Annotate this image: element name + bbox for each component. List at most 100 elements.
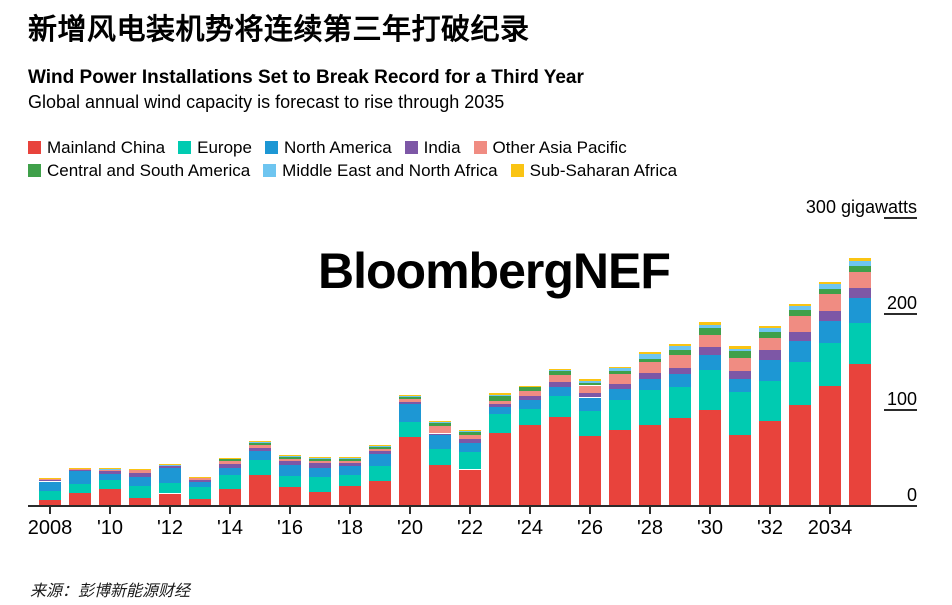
bar-segment-central-south-america-2028 bbox=[639, 358, 661, 363]
bar-segment-middle-east-north-africa-2024 bbox=[519, 386, 541, 387]
chart-subtitle: Global annual wind capacity is forecast … bbox=[28, 92, 505, 112]
bar-segment-north-america-2025 bbox=[549, 386, 571, 396]
x-axis-tick-2014 bbox=[229, 507, 231, 514]
bar-segment-india-2035 bbox=[849, 287, 871, 299]
bar-segment-central-south-america-2032 bbox=[759, 332, 781, 338]
bar-segment-mainland-china-2034 bbox=[819, 385, 841, 506]
x-axis-tick-2026 bbox=[589, 507, 591, 514]
bar-segment-india-2024 bbox=[519, 396, 541, 400]
x-axis-line bbox=[28, 504, 917, 508]
bar-segment-sub-saharan-africa-2022 bbox=[459, 430, 481, 432]
bar-segment-india-2026 bbox=[579, 392, 601, 398]
bar-segment-middle-east-north-africa-2020 bbox=[399, 395, 421, 397]
legend-swatch-middle-east-north-africa bbox=[263, 164, 277, 177]
bar-segment-mainland-china-2031 bbox=[729, 434, 751, 506]
bar-segment-other-asia-pacific-2030 bbox=[699, 334, 721, 348]
bar-segment-india-2008 bbox=[39, 479, 61, 482]
bar-segment-central-south-america-2011 bbox=[129, 469, 151, 471]
bar-segment-mainland-china-2017 bbox=[309, 492, 331, 506]
bar-segment-north-america-2028 bbox=[639, 378, 661, 390]
bar-segment-other-asia-pacific-2013 bbox=[189, 478, 211, 481]
bar-segment-sub-saharan-africa-2018 bbox=[339, 456, 361, 458]
bar-segment-other-asia-pacific-2011 bbox=[129, 470, 151, 474]
bar-segment-europe-2015 bbox=[249, 460, 271, 475]
bar-segment-other-asia-pacific-2017 bbox=[309, 460, 331, 464]
bar-segment-mainland-china-2028 bbox=[639, 424, 661, 506]
bar-segment-middle-east-north-africa-2031 bbox=[729, 348, 751, 352]
bar-segment-other-asia-pacific-2020 bbox=[399, 399, 421, 402]
bar-segment-europe-2035 bbox=[849, 323, 871, 365]
bar-segment-central-south-america-2012 bbox=[159, 464, 181, 466]
y-axis-label-0: 0 bbox=[906, 484, 917, 505]
bar-segment-north-america-2017 bbox=[309, 468, 331, 478]
bar-segment-central-south-america-2031 bbox=[729, 351, 751, 358]
y-axis-label-100: 100 bbox=[886, 388, 917, 409]
x-axis-label-2022: '22 bbox=[456, 517, 484, 539]
bar-segment-india-2018 bbox=[339, 463, 361, 466]
x-axis-tick-2016 bbox=[289, 507, 291, 514]
bar-segment-mainland-china-2025 bbox=[549, 416, 571, 506]
bar-segment-india-2032 bbox=[759, 350, 781, 360]
x-axis-tick-2030 bbox=[709, 507, 711, 514]
x-axis-tick-2012 bbox=[169, 507, 171, 514]
legend-item-other-asia-pacific: Other Asia Pacific bbox=[473, 138, 627, 157]
bar-segment-europe-2011 bbox=[129, 486, 151, 499]
source-attribution: 来源：彭博新能源财经 bbox=[30, 583, 191, 600]
bar-segment-other-asia-pacific-2008 bbox=[39, 478, 61, 480]
bar-segment-middle-east-north-africa-2025 bbox=[549, 369, 571, 372]
bar-segment-mainland-china-2032 bbox=[759, 421, 781, 506]
legend-label: Other Asia Pacific bbox=[492, 138, 627, 157]
bar-segment-europe-2010 bbox=[99, 479, 121, 489]
legend-item-mainland-china: Mainland China bbox=[28, 139, 165, 156]
bar-segment-sub-saharan-africa-2019 bbox=[369, 444, 391, 446]
bar-segment-north-america-2026 bbox=[579, 397, 601, 411]
bar-segment-sub-saharan-africa-2027 bbox=[609, 366, 631, 369]
bar-segment-other-asia-pacific-2027 bbox=[609, 374, 631, 384]
x-axis-label-2016: '16 bbox=[276, 517, 304, 539]
bar-segment-sub-saharan-africa-2035 bbox=[849, 257, 871, 261]
bar-segment-north-america-2022 bbox=[459, 442, 481, 452]
bar-segment-europe-2032 bbox=[759, 381, 781, 421]
bar-segment-sub-saharan-africa-2025 bbox=[549, 368, 571, 370]
bar-segment-europe-2033 bbox=[789, 362, 811, 405]
bar-segment-middle-east-north-africa-2028 bbox=[639, 354, 661, 359]
legend-swatch-other-asia-pacific bbox=[473, 141, 487, 154]
bar-segment-other-asia-pacific-2026 bbox=[579, 385, 601, 393]
bar-segment-central-south-america-2029 bbox=[669, 349, 691, 356]
bar-segment-north-america-2029 bbox=[669, 374, 691, 387]
bar-segment-central-south-america-2022 bbox=[459, 431, 481, 436]
bar-segment-mainland-china-2029 bbox=[669, 417, 691, 506]
bar-segment-mainland-china-2015 bbox=[249, 474, 271, 506]
y-axis-tick-200 bbox=[884, 313, 917, 315]
bar-segment-europe-2019 bbox=[369, 466, 391, 481]
bar-segment-sub-saharan-africa-2029 bbox=[669, 343, 691, 347]
bar-segment-central-south-america-2027 bbox=[609, 370, 631, 375]
bar-segment-mainland-china-2033 bbox=[789, 404, 811, 506]
bar-segment-sub-saharan-africa-2016 bbox=[279, 455, 301, 456]
bar-segment-central-south-america-2025 bbox=[549, 371, 571, 376]
x-axis-label-2008: 2008 bbox=[27, 517, 73, 539]
bar-segment-central-south-america-2018 bbox=[339, 457, 361, 461]
bar-segment-other-asia-pacific-2029 bbox=[669, 355, 691, 368]
bar-segment-india-2025 bbox=[549, 382, 571, 387]
bar-segment-other-asia-pacific-2015 bbox=[249, 445, 271, 448]
bar-segment-europe-2013 bbox=[189, 486, 211, 500]
bar-segment-sub-saharan-africa-2033 bbox=[789, 303, 811, 307]
bar-segment-india-2019 bbox=[369, 451, 391, 455]
bar-segment-middle-east-north-africa-2033 bbox=[789, 306, 811, 311]
x-axis-label-2010: '10 bbox=[96, 517, 124, 539]
bar-segment-sub-saharan-africa-2031 bbox=[729, 346, 751, 349]
bar-segment-sub-saharan-africa-2026 bbox=[579, 379, 601, 381]
bar-segment-north-america-2009 bbox=[69, 471, 91, 484]
bar-segment-middle-east-north-africa-2019 bbox=[369, 445, 391, 447]
bar-segment-mainland-china-2019 bbox=[369, 481, 391, 506]
bar-segment-north-america-2031 bbox=[729, 379, 751, 392]
bar-segment-north-america-2030 bbox=[699, 354, 721, 371]
legend-row: Central and South America Middle East and… bbox=[28, 162, 690, 179]
bar-segment-sub-saharan-africa-2021 bbox=[429, 420, 451, 423]
bar-segment-india-2016 bbox=[279, 460, 301, 466]
x-axis-tick-2010 bbox=[109, 507, 111, 514]
bar-segment-other-asia-pacific-2033 bbox=[789, 315, 811, 332]
bar-segment-mainland-china-2014 bbox=[219, 488, 241, 506]
bar-segment-sub-saharan-africa-2028 bbox=[639, 351, 661, 355]
